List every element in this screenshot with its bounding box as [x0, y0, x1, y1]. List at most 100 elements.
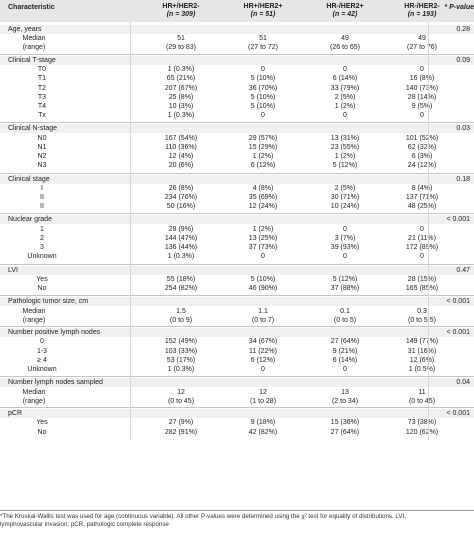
row-label: N2: [37, 153, 47, 161]
row-value: 0: [261, 112, 265, 120]
row-value: 167 (54%): [164, 134, 198, 142]
row-value: 172 (89%): [405, 244, 439, 252]
header-p-value: * P-value: [444, 4, 474, 11]
row-value: 1 (0.3%): [167, 366, 195, 373]
row-value: 13 (25%): [248, 234, 278, 242]
row-value: 49 (27 to 76): [407, 35, 437, 52]
row-value: 34 (67%): [248, 338, 278, 346]
table-header: Characteristic HR+/HER2- (n = 309) HR+/H…: [0, 0, 474, 22]
row-value: 1 (2%): [334, 153, 356, 161]
section-title-band: [0, 409, 474, 419]
row-value: 28 (14%): [407, 93, 437, 101]
section-p-value: 0.18: [456, 175, 470, 183]
row-value: 33 (79%): [330, 84, 360, 92]
section-title: Nuclear grade: [8, 216, 52, 224]
row-value: 0: [261, 253, 265, 261]
row-value: 152 (49%): [164, 338, 198, 346]
row-value: 35 (69%): [248, 194, 278, 201]
row-value: 1 (2%): [252, 153, 274, 161]
header-group-name: HR-/HER2-: [404, 3, 440, 10]
section-divider: [0, 263, 474, 265]
row-label: N1: [37, 143, 47, 151]
row-value: 103 (33%): [164, 347, 198, 355]
row-value: 12 (24%): [248, 203, 278, 211]
row-value: 26 (8%): [168, 184, 194, 192]
section-divider: [0, 53, 474, 55]
section-title-band: [0, 297, 474, 307]
row-value: 140 (73%): [405, 84, 439, 92]
row-label: ≥ 4: [37, 356, 47, 364]
row-value: 28 (15%): [407, 275, 437, 283]
row-label: No: [37, 428, 47, 436]
row-value: 3 (7%): [334, 234, 356, 242]
row-label: Unknown: [27, 253, 57, 261]
row-value: 27 (64%): [330, 428, 360, 436]
header-hr-neg-her2-neg: HR-/HER2- (n = 193): [386, 3, 458, 19]
header-group-n: (n = 42): [332, 11, 358, 18]
footnote-line-2: lymphovascular invasion; pCR, pathologic…: [0, 521, 169, 528]
section-title-band: [0, 328, 474, 338]
table-footnote: *The Kruskal-Wallis test was used for ag…: [0, 510, 474, 529]
row-label: T3: [37, 93, 47, 101]
header-hr-neg-her2-pos: HR-/HER2+ (n = 42): [304, 3, 386, 19]
header-group-name: HR+/HER2-: [162, 3, 200, 10]
row-value: 2 (5%): [334, 93, 356, 101]
row-value: 0: [420, 253, 424, 261]
row-label: 3: [40, 244, 44, 252]
section-title: Number positive lymph nodes: [8, 329, 101, 337]
row-value: 5 (10%): [250, 93, 276, 101]
section-divider: [0, 295, 474, 297]
section-divider: [0, 122, 474, 124]
row-value: 207 (67%): [164, 84, 198, 92]
row-value: 5 (10%): [250, 75, 276, 83]
section-divider: [0, 172, 474, 174]
row-label: Median (range): [22, 388, 46, 405]
row-value: 36 (70%): [248, 84, 278, 92]
header-group-name: HR+/HER2+: [243, 3, 283, 10]
row-label: T4: [37, 103, 47, 110]
section-p-value: 0.03: [456, 125, 470, 133]
row-label: Unknown: [27, 366, 57, 373]
row-value: 20 (6%): [168, 162, 194, 170]
row-value: 27 (64%): [330, 338, 360, 346]
row-value: 10 (3%): [168, 103, 194, 110]
row-value: 6 (14%): [332, 356, 358, 364]
row-value: 2 (5%): [334, 184, 356, 192]
row-label: Yes: [36, 275, 48, 283]
row-value: 110 (36%): [165, 143, 197, 151]
section-title: Pathologic tumor size, cm: [8, 298, 89, 306]
row-value: 0: [261, 366, 265, 373]
header-hr-pos-her2-neg: HR+/HER2- (n = 309): [140, 3, 222, 19]
row-value: 137 (71%): [405, 194, 439, 201]
row-value: 25 (8%): [168, 93, 194, 101]
row-label: T2: [37, 84, 47, 92]
row-value: 53 (17%): [166, 356, 196, 364]
row-value: 50 (16%): [166, 203, 196, 211]
row-label: T0: [37, 66, 47, 74]
row-value: 6 (12%): [250, 162, 276, 170]
row-value: 1.1 (0 to 7): [251, 307, 275, 324]
row-label: No: [37, 285, 47, 292]
section-title-band: [0, 215, 474, 225]
section-p-value: 0.28: [456, 26, 470, 33]
row-value: 101 (52%): [405, 134, 439, 142]
section-p-value: < 0.001: [446, 298, 470, 306]
row-value: 37 (88%): [330, 285, 360, 292]
header-group-n: (n = 51): [250, 11, 276, 18]
row-value: 13 (2 to 34): [331, 388, 359, 405]
row-value: 9 (18%): [250, 419, 276, 427]
header-group-n: (n = 309): [166, 11, 196, 18]
row-value: 0: [343, 253, 347, 261]
row-label: I: [41, 184, 43, 192]
row-label: Median (range): [22, 307, 46, 324]
row-value: 21 (11%): [408, 234, 436, 242]
row-value: 15 (36%): [330, 419, 360, 427]
row-value: 8 (4%): [411, 184, 433, 192]
section-divider: [0, 326, 474, 328]
section-title-band: [0, 25, 474, 34]
row-label: Tx: [38, 112, 46, 120]
column-separator: [130, 22, 131, 440]
footnote-divider: [0, 510, 474, 511]
header-group-n: (n = 193): [407, 11, 437, 18]
row-value: 5 (12%): [332, 275, 358, 283]
